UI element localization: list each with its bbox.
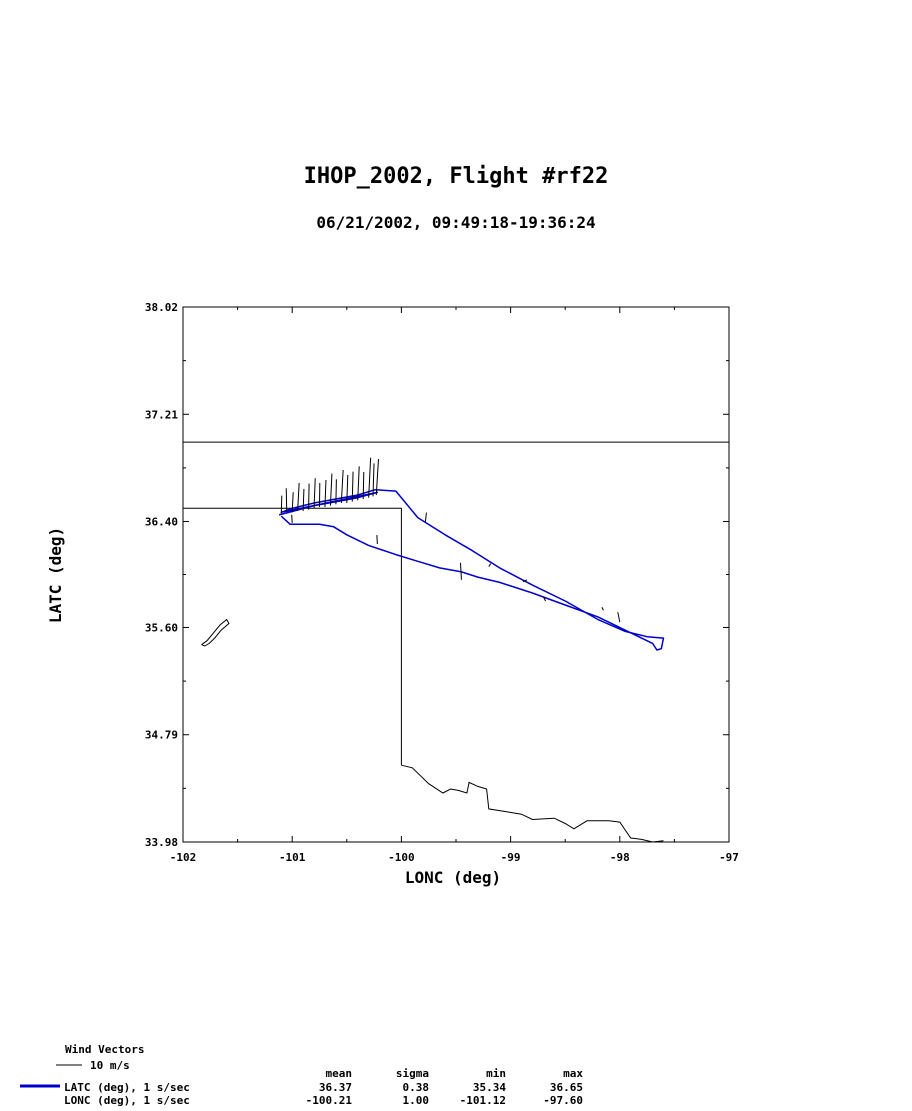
stat-mean: -100.21	[306, 1094, 353, 1107]
wind-vector	[617, 612, 621, 623]
series-line	[278, 488, 665, 651]
y-tick-label: 38.02	[145, 301, 178, 314]
wind-vector	[543, 596, 546, 602]
flight-series	[278, 488, 665, 651]
plot-frame	[182, 306, 730, 843]
x-tick-label: -98	[610, 851, 630, 864]
stat-sigma: 0.38	[403, 1081, 430, 1094]
stats-header: max	[563, 1067, 583, 1080]
wind-vector	[329, 473, 333, 506]
stat-min: 35.34	[473, 1081, 506, 1094]
x-tick-label: -101	[279, 851, 306, 864]
red-river	[401, 764, 664, 843]
x-axis-ticks: -102 -101 -100 -99 -98 -97	[170, 307, 739, 864]
wind-vector	[285, 488, 288, 513]
stats-header: sigma	[396, 1067, 429, 1080]
wind-vector	[324, 479, 327, 507]
wind-vector	[362, 472, 365, 500]
wind-vector	[522, 579, 528, 583]
wind-vector	[375, 459, 379, 496]
stat-mean: 36.37	[319, 1081, 352, 1094]
y-tick-label: 33.98	[145, 836, 178, 849]
y-tick-label: 37.21	[145, 408, 178, 421]
wind-vector	[346, 474, 349, 504]
wind-vector	[291, 492, 294, 513]
wind-vector	[308, 483, 310, 510]
y-axis-label: LATC (deg)	[46, 527, 65, 623]
stats-header: mean	[326, 1067, 353, 1080]
x-tick-label: -102	[170, 851, 197, 864]
wind-vector	[372, 463, 375, 497]
chart-title: IHOP_2002, Flight #rf22	[304, 164, 609, 189]
stat-max: 36.65	[550, 1081, 583, 1094]
legend: Wind Vectors 10 m/s mean sigma min max L…	[20, 1043, 583, 1107]
wind-vector	[357, 466, 360, 501]
wind-legend-title: Wind Vectors	[65, 1043, 144, 1056]
lake	[201, 618, 230, 647]
map-overlays	[183, 441, 729, 843]
chart-subtitle: 06/21/2002, 09:49:18-19:36:24	[316, 213, 595, 232]
stats-header: min	[486, 1067, 506, 1080]
wind-vector	[351, 471, 354, 502]
stat-max: -97.60	[543, 1094, 583, 1107]
wind-vector	[291, 514, 293, 523]
legend-row-label: LONC (deg), 1 s/sec	[64, 1094, 190, 1107]
wind-vector	[488, 563, 492, 567]
x-tick-label: -99	[501, 851, 521, 864]
x-tick-label: -100	[388, 851, 415, 864]
wind-vector	[302, 488, 305, 511]
stat-sigma: 1.00	[403, 1094, 430, 1107]
wind-vector	[368, 457, 372, 498]
stat-min: -101.12	[460, 1094, 506, 1107]
wind-vector	[280, 495, 283, 514]
wind-vector	[601, 607, 604, 611]
wind-vectors	[280, 457, 621, 623]
wind-vector	[376, 535, 378, 545]
x-tick-label: -97	[719, 851, 739, 864]
y-tick-label: 35.60	[145, 621, 178, 634]
legend-row-label: LATC (deg), 1 s/sec	[64, 1081, 190, 1094]
wind-scale-label: 10 m/s	[90, 1059, 130, 1072]
wind-vector	[340, 469, 344, 504]
wind-vector	[335, 479, 337, 505]
y-tick-label: 34.79	[145, 729, 178, 742]
wind-vector	[297, 482, 300, 511]
y-axis-ticks: 33.98 34.79 35.60 36.40 37.21 38.02	[145, 301, 729, 849]
wind-vector	[313, 478, 316, 509]
wind-vector	[459, 562, 462, 580]
state-boundary	[183, 507, 402, 766]
y-tick-label: 36.40	[145, 516, 178, 529]
x-axis-label: LONC (deg)	[405, 868, 501, 887]
wind-vector	[424, 512, 427, 522]
